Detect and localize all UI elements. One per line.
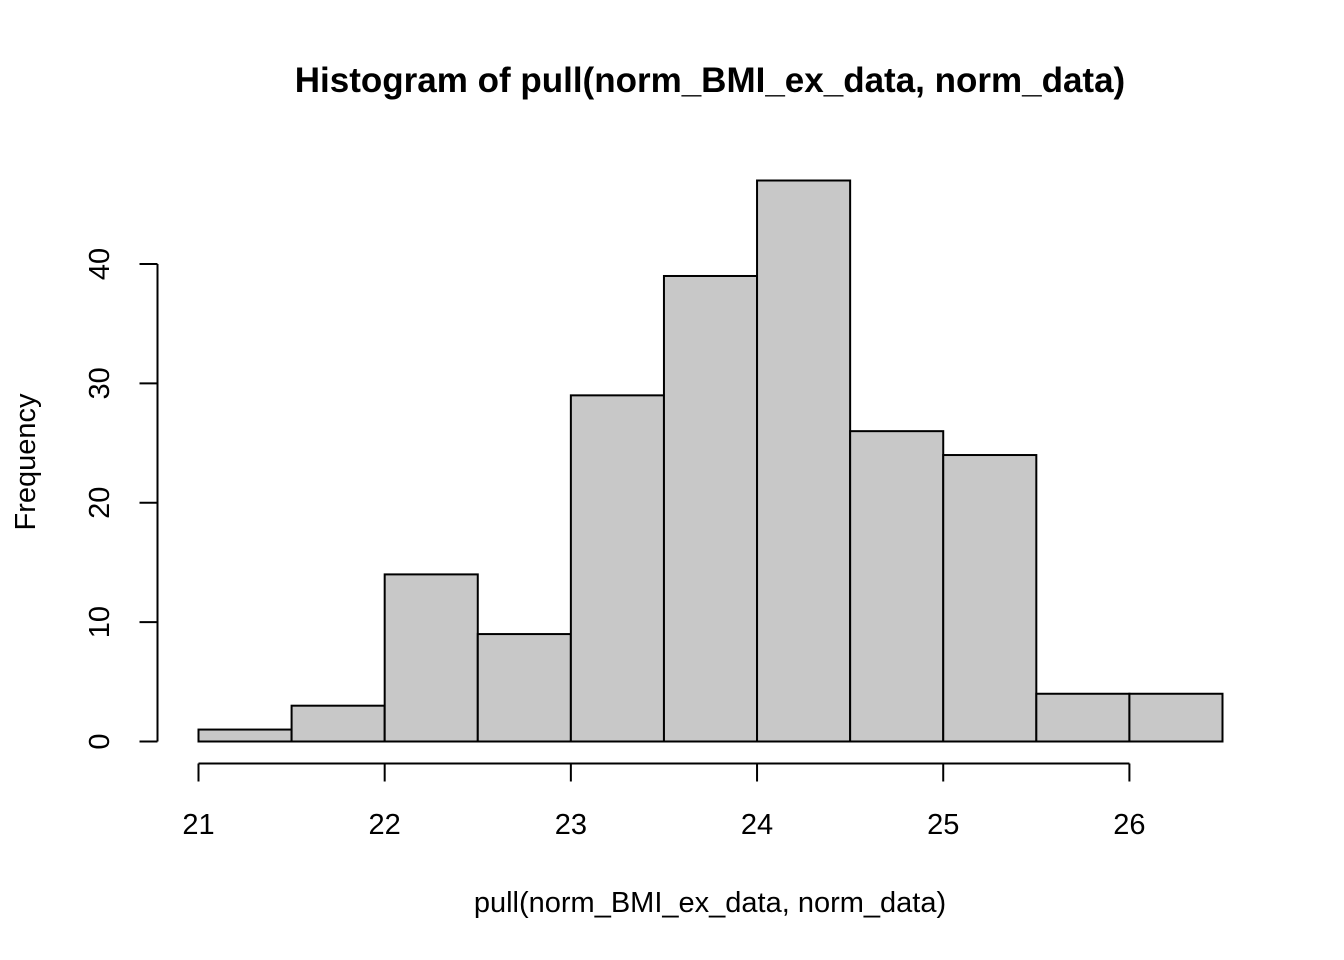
bars-group (197, 179, 1224, 743)
histogram-bar-4 (569, 394, 665, 743)
x-axis-label: pull(norm_BMI_ex_data, norm_data) (474, 887, 946, 919)
histogram-bar-2 (383, 573, 479, 743)
histogram-bar-8 (942, 454, 1038, 743)
y-axis-label: Frequency (10, 393, 42, 531)
x-tick-label-23: 23 (555, 809, 587, 841)
histogram-bar-9 (1035, 692, 1131, 743)
histogram-bar-1 (290, 704, 386, 743)
histogram-bar-10 (1128, 692, 1224, 743)
x-tick-label-25: 25 (927, 809, 959, 841)
histogram-bar-3 (476, 633, 572, 743)
y-tick-label-40: 40 (84, 248, 116, 280)
histogram-bar-5 (662, 274, 759, 743)
x-tick-label-21: 21 (182, 809, 214, 841)
chart-title: Histogram of pull(norm_BMI_ex_data, norm… (295, 61, 1125, 100)
x-axis: 21 22 23 24 25 26 (182, 762, 1146, 841)
x-tick-label-22: 22 (369, 809, 401, 841)
y-tick-label-20: 20 (84, 487, 116, 519)
x-tick-label-24: 24 (741, 809, 773, 841)
y-tick-label-30: 30 (84, 367, 116, 399)
histogram-bar-6 (756, 179, 852, 743)
y-tick-label-0: 0 (84, 733, 116, 749)
histogram-bar-0 (197, 728, 293, 743)
histogram-bar-7 (849, 430, 945, 743)
x-tick-label-26: 26 (1113, 809, 1145, 841)
y-axis: 0 10 20 30 40 (84, 248, 159, 750)
y-tick-label-10: 10 (84, 606, 116, 638)
